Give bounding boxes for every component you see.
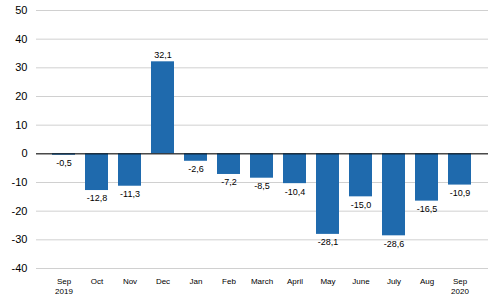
svg-text:-10,4: -10,4 — [285, 187, 306, 197]
svg-text:June: June — [352, 277, 370, 286]
svg-text:March: March — [251, 277, 273, 286]
svg-text:-10,9: -10,9 — [450, 188, 471, 198]
svg-text:-8,5: -8,5 — [254, 181, 270, 191]
svg-text:-0,5: -0,5 — [56, 158, 72, 168]
svg-text:-15,0: -15,0 — [351, 200, 372, 210]
svg-text:-10: -10 — [12, 176, 28, 188]
svg-text:32,1: 32,1 — [154, 50, 172, 60]
svg-text:30: 30 — [15, 61, 27, 73]
svg-text:-28,6: -28,6 — [384, 239, 405, 249]
svg-text:-20: -20 — [12, 205, 28, 217]
svg-text:-7,2: -7,2 — [221, 177, 237, 187]
svg-text:-2,6: -2,6 — [188, 164, 204, 174]
svg-text:April: April — [287, 277, 303, 286]
svg-text:Oct: Oct — [91, 277, 104, 286]
svg-text:-40: -40 — [12, 262, 28, 274]
svg-text:Jan: Jan — [190, 277, 203, 286]
svg-text:Sep2020: Sep2020 — [451, 277, 469, 296]
svg-text:-30: -30 — [12, 233, 28, 245]
svg-text:-12,8: -12,8 — [87, 193, 108, 203]
svg-text:-28,1: -28,1 — [318, 237, 339, 247]
svg-text:40: 40 — [15, 33, 27, 45]
svg-text:Feb: Feb — [222, 277, 236, 286]
svg-text:Nov: Nov — [123, 277, 137, 286]
svg-text:-16,5: -16,5 — [417, 204, 438, 214]
svg-text:July: July — [387, 277, 401, 286]
svg-text:20: 20 — [15, 90, 27, 102]
svg-text:Sep2019: Sep2019 — [55, 277, 73, 296]
svg-text:-11,3: -11,3 — [120, 189, 140, 199]
svg-text:10: 10 — [15, 119, 27, 131]
svg-text:May: May — [320, 277, 335, 286]
svg-text:Aug: Aug — [420, 277, 434, 286]
svg-text:Dec: Dec — [156, 277, 170, 286]
svg-text:0: 0 — [21, 147, 27, 159]
svg-text:50: 50 — [15, 4, 27, 16]
